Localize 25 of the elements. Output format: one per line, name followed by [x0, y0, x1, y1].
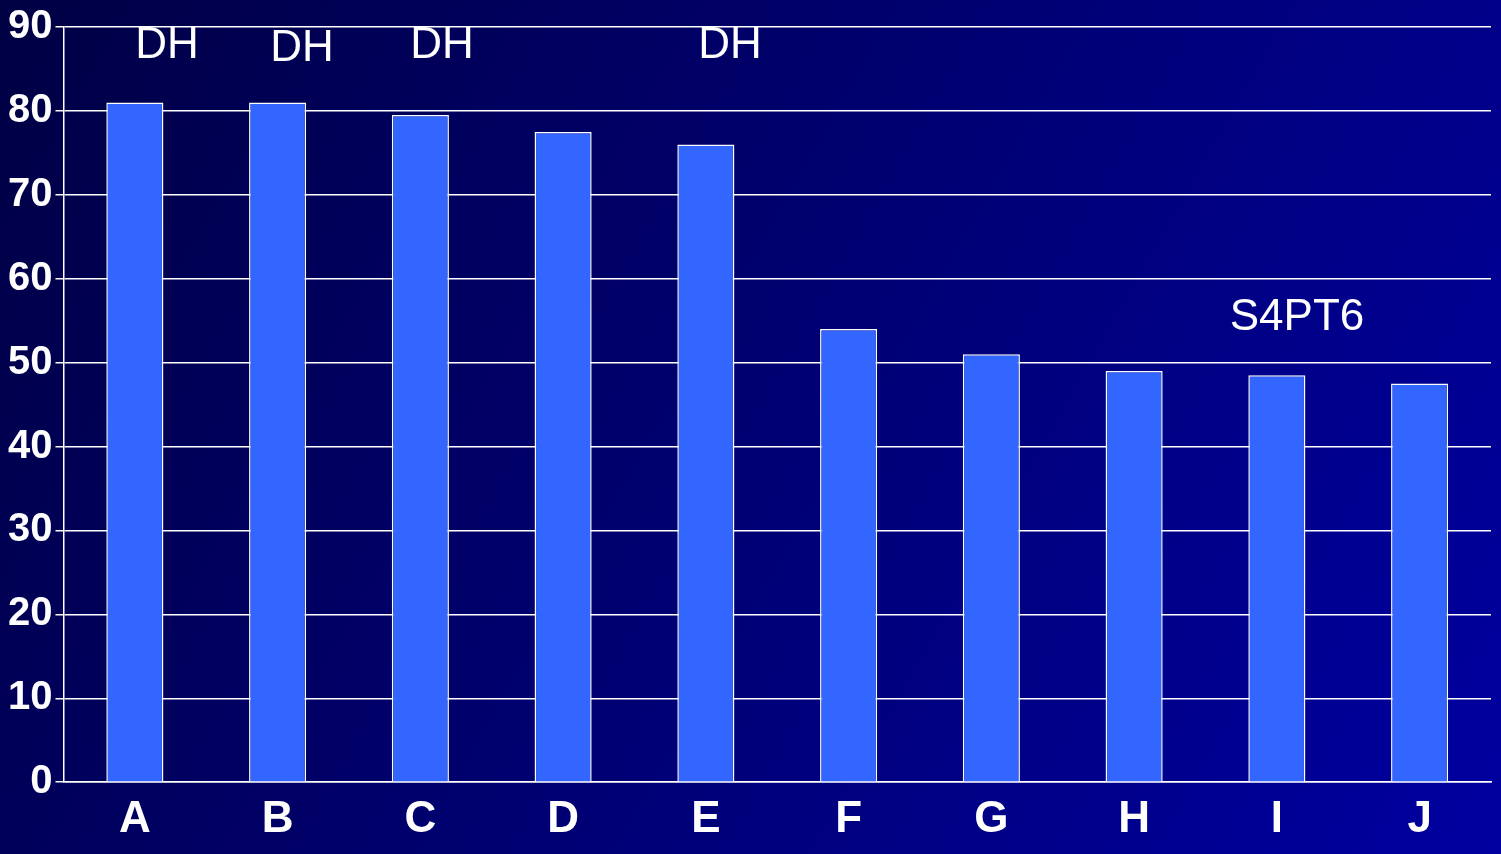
annotation: DH — [698, 18, 762, 68]
annotation: S4PT6 — [1229, 290, 1365, 340]
y-tick-label: 40 — [7, 421, 53, 466]
x-tick-label: G — [974, 791, 1009, 841]
x-tick-label: F — [835, 791, 863, 841]
y-tick-label: 10 — [7, 673, 53, 718]
x-tick-label: C — [404, 791, 437, 841]
x-tick-label: H — [1118, 791, 1151, 841]
y-tick-label: 50 — [7, 337, 53, 382]
y-tick-label: 30 — [7, 505, 53, 550]
x-tick-label: D — [547, 791, 580, 841]
x-tick-label: B — [261, 791, 294, 841]
annotation: DH — [410, 18, 474, 68]
y-tick-label: 60 — [7, 253, 53, 298]
y-tick-label: 0 — [30, 757, 53, 802]
x-tick-label: J — [1407, 791, 1432, 841]
y-tick-label: 20 — [7, 589, 53, 634]
annotation: DH — [135, 18, 199, 68]
annotation: DH — [270, 21, 334, 71]
x-tick-label: E — [691, 791, 721, 841]
y-tick-label: 90 — [7, 2, 53, 47]
y-tick-label: 70 — [7, 169, 53, 214]
y-tick-label: 80 — [7, 85, 53, 130]
x-tick-label: I — [1270, 791, 1283, 841]
x-tick-label: A — [118, 791, 151, 841]
